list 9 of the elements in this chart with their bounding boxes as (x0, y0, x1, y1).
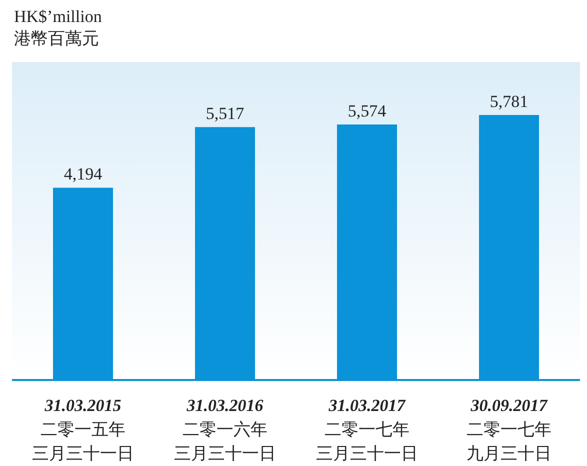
x-tick-label: 31.03.2016 二零一六年三月三十一日 (174, 396, 276, 463)
data-label: 5,517 (206, 104, 245, 124)
x-tick-label: 30.09.2017 二零一七年九月三十日 (466, 396, 552, 463)
data-label: 4,194 (64, 164, 103, 184)
data-label: 5,574 (348, 101, 387, 120)
x-tick-label: 31.03.2017 二零一七年三月三十一日 (316, 396, 418, 463)
y-axis-title: HK$’million 港幣百萬元 (14, 7, 102, 48)
x-tick-label: 31.03.2015 二零一五年三月三十一日 (32, 396, 134, 463)
data-label: 5,781 (490, 92, 528, 111)
